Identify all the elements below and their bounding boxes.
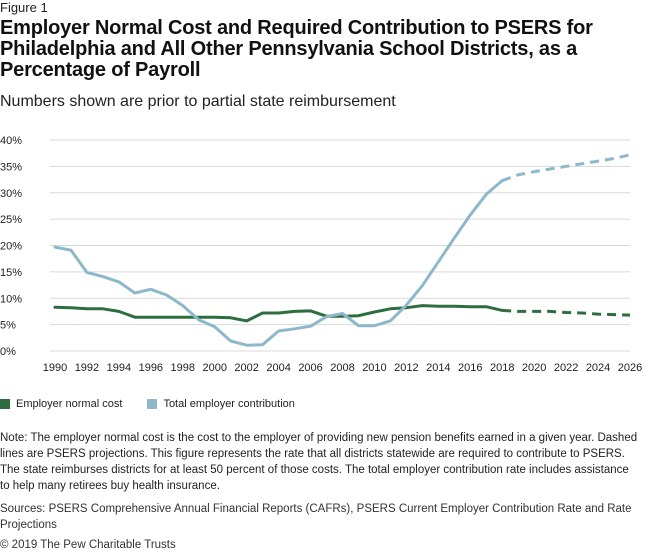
x-tick-label: 2024 [586, 362, 610, 374]
x-tick-label: 2020 [522, 362, 546, 374]
legend-item-normal-cost: Employer normal cost [0, 398, 122, 410]
x-tick-label: 2014 [426, 362, 450, 374]
x-tick-label: 1998 [171, 362, 195, 374]
y-tick-label: 35% [0, 161, 22, 173]
y-tick-label: 30% [0, 188, 22, 200]
legend: Employer normal cost Total employer cont… [0, 398, 317, 412]
y-tick-label: 0% [0, 346, 16, 358]
line-chart: 0% 5% 10% 15% 20% 25% 30% 35% 40% 1990 1992 1994 199… [0, 135, 642, 374]
x-tick-label: 2026 [618, 362, 642, 374]
y-tick-label: 25% [0, 214, 22, 226]
legend-label-total-contribution: Total employer contribution [163, 398, 295, 410]
x-tick-label: 1994 [107, 362, 131, 374]
y-tick-label: 10% [0, 293, 22, 305]
copyright: © 2019 The Pew Charitable Trusts [0, 539, 176, 551]
chart-subtitle: Numbers shown are prior to partial state… [0, 93, 396, 110]
series-line-normal-cost-projected [502, 308, 631, 317]
x-tick-label: 2016 [458, 362, 482, 374]
series-line-normal-cost-actual [53, 304, 504, 323]
x-tick-label: 2004 [266, 362, 290, 374]
x-tick-label: 1996 [139, 362, 163, 374]
y-tick-label: 40% [0, 135, 22, 147]
y-tick-label: 5% [0, 320, 16, 332]
x-tick-label: 2000 [202, 362, 226, 374]
y-tick-label: 15% [0, 267, 22, 279]
legend-swatch-normal-cost [0, 399, 10, 409]
y-tick-label: 20% [0, 241, 22, 253]
legend-item-total-contribution: Total employer contribution [147, 398, 295, 410]
x-tick-label: 2022 [554, 362, 578, 374]
x-tick-label: 1990 [43, 362, 67, 374]
x-tick-label: 2002 [234, 362, 258, 374]
legend-swatch-total-contribution [147, 399, 158, 409]
x-tick-label: 2010 [362, 362, 386, 374]
figure-label: Figure 1 [0, 0, 48, 15]
series-line-total-contribution-projected [501, 153, 631, 183]
series-line-total-contribution-actual [53, 179, 504, 347]
x-tick-label: 2018 [490, 362, 514, 374]
chart-note: Note: The employer normal cost is the co… [0, 432, 638, 492]
legend-label-normal-cost: Employer normal cost [16, 398, 123, 410]
x-tick-label: 2008 [330, 362, 354, 374]
chart-sources: Sources: PSERS Comprehensive Annual Fina… [0, 503, 632, 531]
x-tick-label: 2006 [298, 362, 322, 374]
x-tick-label: 2012 [394, 362, 418, 374]
chart-title: Employer Normal Cost and Required Contri… [0, 17, 593, 81]
x-tick-label: 1992 [75, 362, 99, 374]
